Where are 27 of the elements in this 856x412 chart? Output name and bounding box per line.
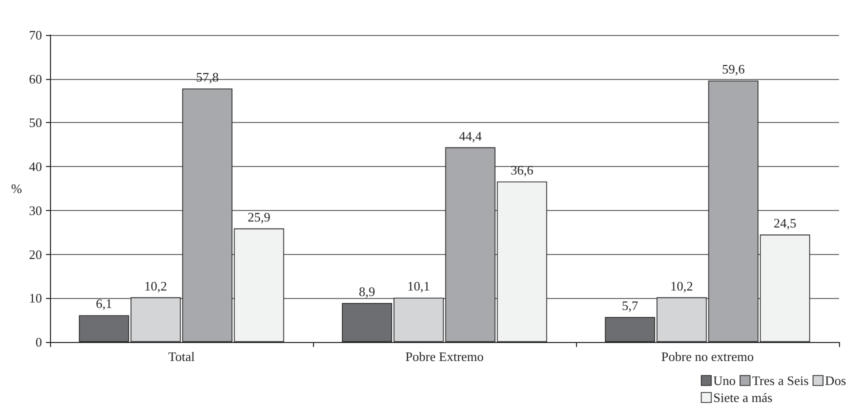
legend-label: Tres a Seis: [752, 373, 809, 388]
legend-label: Dos: [825, 373, 846, 388]
x-tick-label: Pobre Extremo: [405, 349, 484, 364]
data-label: 25,9: [248, 209, 270, 224]
data-label: 5,7: [622, 298, 639, 313]
y-tick-label: 50: [29, 115, 42, 130]
data-label: 24,5: [774, 216, 796, 231]
x-tick-label: Total: [168, 349, 196, 364]
y-tick-label: 70: [29, 28, 42, 42]
data-label: 6,1: [96, 296, 112, 312]
data-label: 44,4: [458, 128, 482, 144]
y-tick-label: 0: [36, 334, 42, 350]
y-tick-label: 20: [29, 246, 42, 262]
x-tick-label: Pobre no extremo: [661, 349, 754, 364]
y-axis-title: %: [11, 181, 22, 196]
data-label: 10,2: [670, 278, 694, 294]
y-tick-label: 10: [29, 290, 42, 306]
y-tick-label: 60: [29, 71, 42, 86]
data-label: 10,2: [144, 278, 168, 294]
data-label: 10,1: [407, 278, 430, 294]
legend-label: Siete a más: [713, 390, 772, 405]
data-label: 59,6: [722, 62, 746, 77]
y-tick-label: 40: [29, 159, 42, 174]
y-tick-label: 30: [29, 202, 42, 218]
legend-label: Uno: [713, 373, 736, 388]
data-label: 36,6: [510, 162, 534, 178]
data-label: 8,9: [358, 284, 376, 299]
